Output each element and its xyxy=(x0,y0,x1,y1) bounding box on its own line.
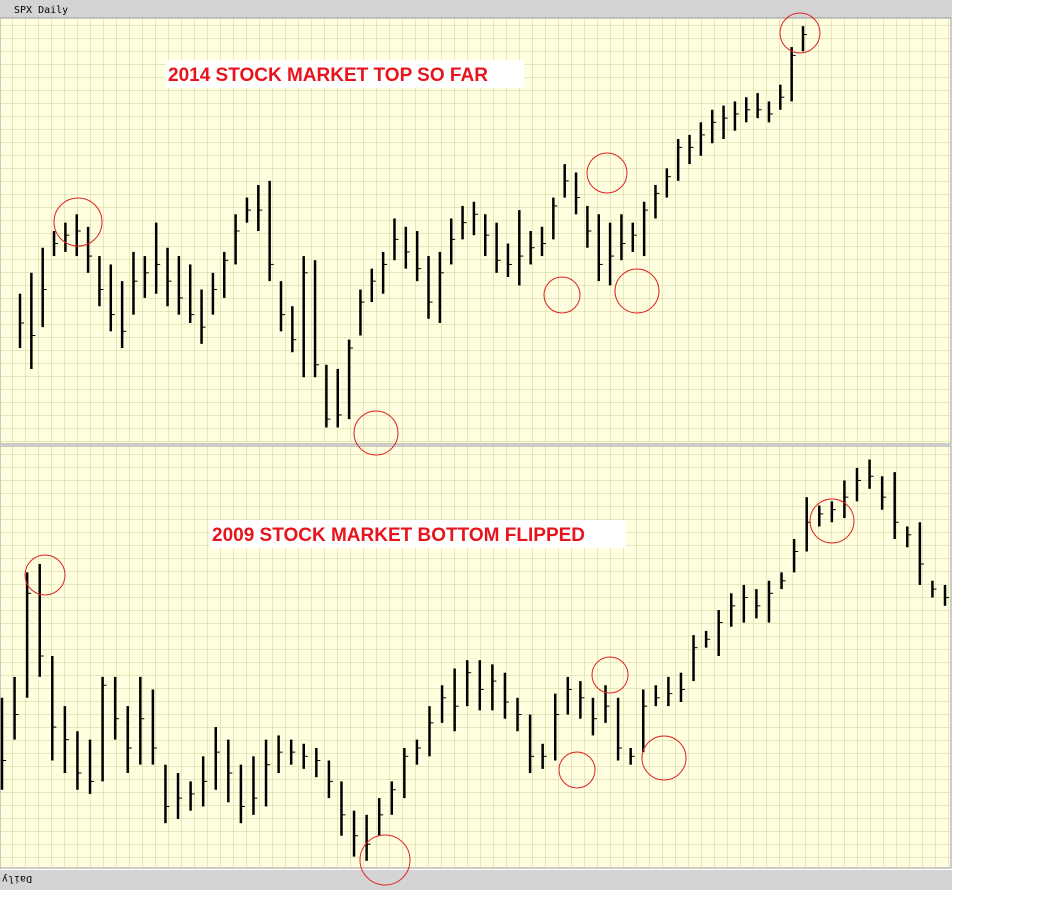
circle xyxy=(779,12,821,54)
circle xyxy=(53,197,103,247)
circle xyxy=(641,735,687,781)
circle xyxy=(543,276,581,314)
circle xyxy=(359,834,411,886)
circle xyxy=(591,656,629,694)
bottom-chart-title: 2009 STOCK MARKET BOTTOM FLIPPED xyxy=(212,525,585,546)
circle xyxy=(24,554,66,596)
title-bar xyxy=(0,0,952,18)
circle xyxy=(809,498,855,544)
title-bg xyxy=(210,520,626,548)
top-chart-title: 2014 STOCK MARKET TOP SO FAR xyxy=(168,65,488,86)
bottom-bar xyxy=(0,870,952,890)
bottom-grid xyxy=(0,446,951,868)
circle xyxy=(614,268,660,314)
annotations xyxy=(24,12,855,886)
title-bg xyxy=(166,60,524,88)
window-title: SPX Daily xyxy=(14,5,68,16)
circle xyxy=(586,152,628,194)
bars xyxy=(0,26,949,861)
circle xyxy=(558,751,596,789)
bottom-tab: Daily xyxy=(2,873,32,884)
circle xyxy=(353,410,399,456)
